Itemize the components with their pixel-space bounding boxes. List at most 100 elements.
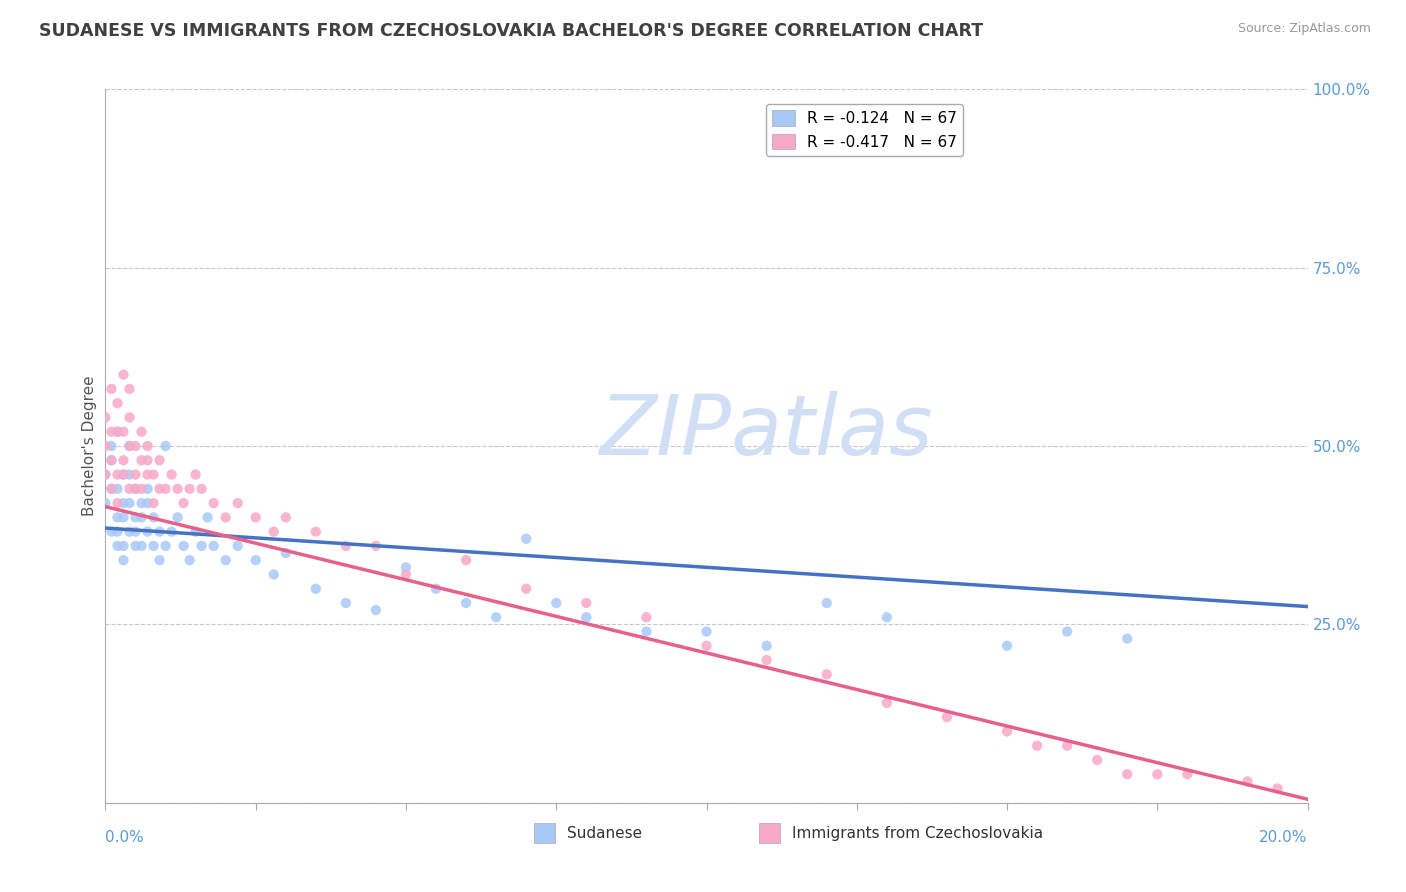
Point xyxy=(136,496,159,510)
Point xyxy=(1236,774,1258,789)
Point xyxy=(112,467,135,482)
Point xyxy=(100,482,122,496)
Point xyxy=(112,467,135,482)
Point xyxy=(335,539,357,553)
Text: SUDANESE VS IMMIGRANTS FROM CZECHOSLOVAKIA BACHELOR'S DEGREE CORRELATION CHART: SUDANESE VS IMMIGRANTS FROM CZECHOSLOVAK… xyxy=(39,22,983,40)
Text: Sudanese: Sudanese xyxy=(567,826,641,840)
Point xyxy=(1056,624,1078,639)
Point xyxy=(131,496,153,510)
Point xyxy=(305,582,328,596)
Point xyxy=(107,496,129,510)
Point xyxy=(100,524,122,539)
Point xyxy=(815,667,838,681)
Point xyxy=(112,368,135,382)
Point xyxy=(100,425,122,439)
Point xyxy=(214,553,236,567)
Point xyxy=(124,467,146,482)
Point xyxy=(94,496,117,510)
Point xyxy=(876,696,898,710)
Text: ZIPatlas: ZIPatlas xyxy=(600,392,934,472)
Point xyxy=(142,496,165,510)
Point xyxy=(755,653,778,667)
Point xyxy=(100,482,122,496)
Point xyxy=(226,496,249,510)
Point xyxy=(202,496,225,510)
Point xyxy=(155,539,177,553)
Point xyxy=(155,482,177,496)
Point xyxy=(202,539,225,553)
Point xyxy=(124,482,146,496)
Point xyxy=(995,724,1018,739)
Point xyxy=(94,467,117,482)
Point xyxy=(118,482,141,496)
Point xyxy=(136,524,159,539)
Point xyxy=(118,496,141,510)
Point xyxy=(131,482,153,496)
Point xyxy=(546,596,568,610)
Point xyxy=(166,510,188,524)
Y-axis label: Bachelor's Degree: Bachelor's Degree xyxy=(82,376,97,516)
Point xyxy=(454,553,477,567)
Point xyxy=(148,453,170,467)
Point xyxy=(179,482,201,496)
Point xyxy=(136,482,159,496)
Point xyxy=(395,567,418,582)
Point xyxy=(131,510,153,524)
Point xyxy=(142,467,165,482)
Point xyxy=(107,510,129,524)
Point xyxy=(485,610,508,624)
Point xyxy=(696,624,718,639)
Point xyxy=(142,539,165,553)
Point xyxy=(166,482,188,496)
Point xyxy=(107,425,129,439)
Point xyxy=(112,553,135,567)
Point xyxy=(124,482,146,496)
Point xyxy=(112,496,135,510)
Point xyxy=(1085,753,1108,767)
Text: 20.0%: 20.0% xyxy=(1260,830,1308,845)
Point xyxy=(515,532,537,546)
Point xyxy=(100,453,122,467)
Point xyxy=(107,524,129,539)
Point xyxy=(118,439,141,453)
Point xyxy=(100,439,122,453)
Point xyxy=(1116,632,1139,646)
Point xyxy=(107,396,129,410)
Point xyxy=(184,467,207,482)
Point xyxy=(131,425,153,439)
Point xyxy=(94,410,117,425)
Point xyxy=(1267,781,1289,796)
Point xyxy=(112,453,135,467)
Point xyxy=(118,382,141,396)
Point xyxy=(876,610,898,624)
Point xyxy=(118,467,141,482)
Point xyxy=(94,467,117,482)
Point xyxy=(142,510,165,524)
Point xyxy=(124,439,146,453)
Point xyxy=(160,467,183,482)
Point xyxy=(197,510,219,524)
Point xyxy=(100,382,122,396)
Legend: R = -0.124   N = 67, R = -0.417   N = 67: R = -0.124 N = 67, R = -0.417 N = 67 xyxy=(766,104,963,156)
Point xyxy=(1056,739,1078,753)
Point xyxy=(1026,739,1049,753)
Point xyxy=(755,639,778,653)
Point xyxy=(100,453,122,467)
Point xyxy=(245,553,267,567)
Point xyxy=(124,524,146,539)
Point xyxy=(184,524,207,539)
Point xyxy=(335,596,357,610)
Point xyxy=(136,467,159,482)
Point xyxy=(107,482,129,496)
Point xyxy=(124,510,146,524)
Point xyxy=(226,539,249,553)
Point xyxy=(160,524,183,539)
Point xyxy=(112,510,135,524)
Point xyxy=(148,524,170,539)
Point xyxy=(190,539,212,553)
Point xyxy=(118,410,141,425)
Point xyxy=(107,539,129,553)
Point xyxy=(107,425,129,439)
Point xyxy=(936,710,959,724)
Point xyxy=(136,453,159,467)
